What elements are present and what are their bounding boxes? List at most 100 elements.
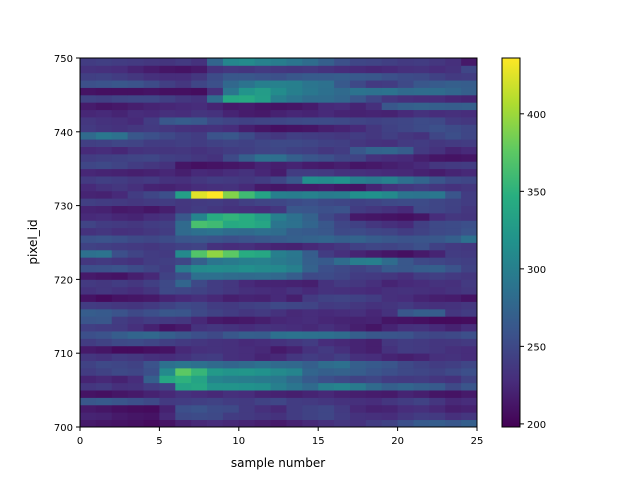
heatmap-cell <box>397 323 414 332</box>
heatmap-cell <box>254 308 271 317</box>
heatmap-cell <box>302 198 319 206</box>
heatmap-cell <box>397 264 414 273</box>
heatmap-cell <box>461 338 478 347</box>
heatmap-cell <box>159 360 176 369</box>
heatmap-cell <box>127 382 144 391</box>
heatmap-cell <box>159 109 176 118</box>
heatmap-cell <box>111 183 129 192</box>
heatmap-cell <box>397 412 414 421</box>
heatmap-cell <box>127 279 144 288</box>
heatmap-cell <box>143 264 160 273</box>
heatmap-cell <box>207 338 224 347</box>
heatmap-cell <box>397 404 414 413</box>
heatmap-cell <box>349 367 367 376</box>
heatmap-cell <box>461 161 478 170</box>
heatmap-cell <box>413 139 430 147</box>
heatmap-cell <box>397 153 414 162</box>
heatmap-cell <box>254 242 271 251</box>
heatmap-cell <box>318 131 335 140</box>
heatmap-cell <box>365 65 383 74</box>
heatmap-cell <box>111 345 129 354</box>
heatmap-cell <box>302 205 319 214</box>
colorbar-tick-label: 400 <box>527 110 546 121</box>
heatmap-cell <box>397 360 414 369</box>
heatmap-cell <box>222 345 240 354</box>
heatmap-cell <box>191 367 208 376</box>
heatmap-cell <box>159 205 176 214</box>
heatmap-cell <box>413 65 430 74</box>
heatmap-cell <box>286 279 303 288</box>
heatmap-cell <box>286 235 303 243</box>
heatmap-cell <box>270 397 287 406</box>
heatmap-cell <box>222 375 240 384</box>
heatmap-cell <box>191 161 208 170</box>
heatmap-cell <box>175 353 192 361</box>
heatmap-cell <box>254 58 271 66</box>
heatmap-cell <box>445 390 462 398</box>
heatmap-cell <box>111 220 129 229</box>
heatmap-cell <box>445 72 462 81</box>
heatmap-cell <box>127 139 144 147</box>
heatmap-cell <box>302 58 319 66</box>
heatmap-cell <box>222 323 240 332</box>
heatmap-cell <box>175 294 192 302</box>
heatmap-cell <box>80 257 97 266</box>
heatmap-cell <box>95 102 113 111</box>
heatmap-cell <box>95 257 113 266</box>
heatmap-cell <box>80 235 97 243</box>
heatmap-cell <box>381 205 398 214</box>
heatmap-cell <box>95 286 113 295</box>
heatmap-cell <box>397 72 414 81</box>
heatmap-cell <box>127 205 144 214</box>
heatmap-cell <box>254 404 271 413</box>
heatmap-cell <box>334 168 351 177</box>
heatmap-cell <box>143 412 160 421</box>
heatmap-cell <box>254 109 271 118</box>
heatmap-cell <box>159 338 176 347</box>
heatmap-cell <box>349 146 367 155</box>
heatmap-cell <box>175 227 192 236</box>
colorbar-axis: 200 250 300 350 400 <box>520 110 546 431</box>
heatmap-cell <box>286 80 303 88</box>
heatmap-cell <box>461 279 478 288</box>
heatmap-cell <box>318 404 335 413</box>
heatmap-cell <box>207 279 224 288</box>
heatmap-cell <box>175 124 192 133</box>
heatmap-cell <box>413 294 430 302</box>
heatmap-cell <box>270 102 287 111</box>
heatmap-cell <box>461 139 478 147</box>
heatmap-cell <box>334 360 351 369</box>
heatmap-cell <box>270 286 287 295</box>
heatmap-cell <box>302 390 319 398</box>
heatmap-cell <box>191 139 208 147</box>
heatmap-cell <box>349 183 367 192</box>
heatmap-cell <box>80 94 97 103</box>
heatmap-cell <box>318 124 335 133</box>
heatmap-cell <box>381 176 398 184</box>
heatmap-cell <box>95 338 113 347</box>
heatmap-cell <box>381 316 398 325</box>
heatmap-cell <box>175 404 192 413</box>
heatmap-cell <box>159 65 176 74</box>
heatmap-cell <box>127 176 144 184</box>
heatmap-cell <box>365 220 383 229</box>
heatmap-cell <box>365 249 383 258</box>
heatmap-cell <box>349 272 367 280</box>
heatmap-cell <box>159 220 176 229</box>
heatmap-cell <box>445 227 462 236</box>
heatmap-cell <box>159 345 176 354</box>
heatmap-cell <box>381 131 398 140</box>
colorbar-tick-label: 300 <box>527 265 546 276</box>
heatmap-cell <box>413 272 430 280</box>
heatmap-cell <box>461 65 478 74</box>
heatmap-cell <box>95 65 113 74</box>
heatmap-cell <box>254 124 271 133</box>
heatmap-cell <box>175 161 192 170</box>
heatmap-cell <box>445 375 462 384</box>
heatmap-cell <box>191 286 208 295</box>
heatmap-cell <box>318 168 335 177</box>
heatmap-cell <box>238 227 256 236</box>
heatmap-cell <box>381 220 398 229</box>
heatmap-cell <box>111 227 129 236</box>
heatmap-cell <box>238 257 256 266</box>
